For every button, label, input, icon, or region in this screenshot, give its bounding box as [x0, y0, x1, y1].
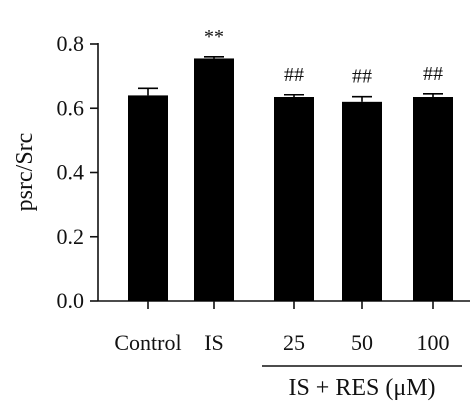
- y-tick-label: 0.0: [57, 288, 85, 313]
- x-tick-label: 50: [351, 330, 373, 355]
- significance-mark: ##: [352, 66, 372, 88]
- y-axis-label: psrc/Src: [12, 133, 38, 212]
- y-tick-label: 0.6: [57, 95, 85, 120]
- group-label: IS + RES (μM): [288, 375, 435, 401]
- bar-50: [342, 101, 382, 301]
- x-tick-label: 25: [283, 330, 305, 355]
- bar-is: [194, 58, 234, 301]
- significance-mark: ##: [284, 64, 304, 86]
- bars: [128, 56, 453, 302]
- labels: 0.0 0.2 0.4 0.6 0.8 Control IS ** 25 ## 50 ## 100 ##: [57, 26, 450, 355]
- bar-control: [128, 95, 168, 302]
- x-tick-label: Control: [114, 330, 181, 355]
- x-tick-label: 100: [417, 330, 450, 355]
- bar-100: [413, 97, 453, 301]
- y-tick-label: 0.2: [57, 224, 85, 249]
- bar-25: [274, 97, 314, 301]
- y-tick-label: 0.8: [57, 31, 85, 56]
- y-tick-label: 0.4: [57, 160, 85, 185]
- significance-mark: **: [204, 26, 224, 48]
- x-tick-label: IS: [204, 330, 224, 355]
- significance-mark: ##: [423, 63, 443, 85]
